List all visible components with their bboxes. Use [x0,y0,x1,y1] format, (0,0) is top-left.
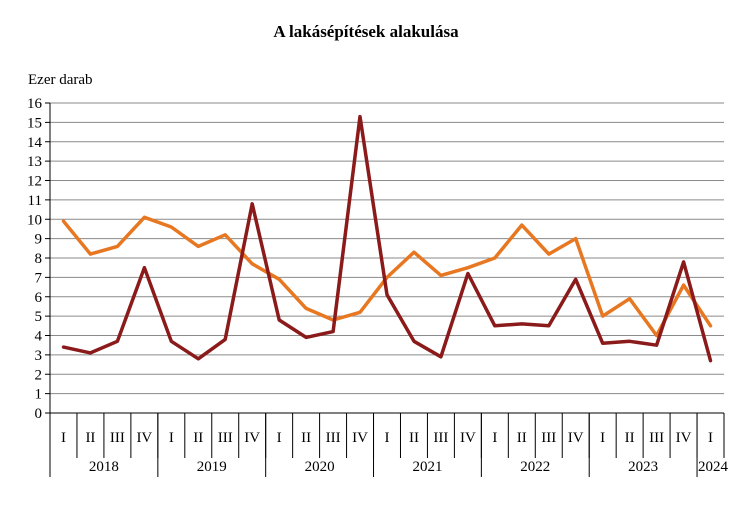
year-label: 2022 [520,459,550,475]
y-tick-label: 1 [35,387,43,403]
chart-title: A lakásépítések alakulása [273,22,459,41]
series-lines [61,114,713,363]
y-tick-label: 5 [35,309,43,325]
y-tick-label: 12 [27,174,42,190]
y-tick-label: 7 [35,270,43,286]
series-line-2 [61,114,713,363]
year-label: 2023 [628,459,658,475]
y-tick-label: 13 [27,154,42,170]
y-tick-label: 0 [35,406,43,422]
x-tick-label: III [649,430,664,446]
x-tick-label: II [517,430,527,446]
year-label: 2020 [305,459,335,475]
y-axis-label: Ezer darab [28,72,93,88]
x-tick-label: I [600,430,605,446]
y-tick-label: 6 [35,290,43,306]
x-tick-label: IV [460,430,476,446]
x-tick-label: IV [244,430,260,446]
x-tick-label: III [110,430,125,446]
x-tick-label: IV [352,430,368,446]
x-tick-label: III [326,430,341,446]
y-tick-label: 16 [27,96,43,112]
y-tick-label: 3 [35,348,43,364]
y-tick-label: 10 [27,212,42,228]
grid-lines [45,102,724,414]
x-tick-label: I [277,430,282,446]
year-label: 2018 [89,459,119,475]
x-tick-label: II [193,430,203,446]
y-tick-label: 15 [27,115,42,131]
x-tick-label: I [708,430,713,446]
y-tick-label: 8 [35,251,43,267]
x-tick-label: IV [568,430,584,446]
x-tick-label: III [541,430,556,446]
x-tick-label: I [492,430,497,446]
x-tick-label: II [85,430,95,446]
x-axis: I II III IV I II III IV I II III IV I II III IV I II III IV… [49,413,729,477]
x-tick-label: III [218,430,233,446]
year-label: 2024 [698,459,729,475]
x-tick-label: IV [136,430,152,446]
series-line-1 [61,215,713,338]
x-tick-label: II [301,430,311,446]
x-tick-label: I [61,430,66,446]
x-tick-label: I [385,430,390,446]
x-tick-label: III [433,430,448,446]
x-tick-label: I [169,430,174,446]
y-tick-label: 9 [35,232,43,248]
x-tick-label: II [409,430,419,446]
year-label: 2019 [197,459,227,475]
y-tick-label: 11 [28,193,42,209]
y-tick-label: 2 [35,367,43,383]
y-tick-label: 14 [27,135,43,151]
year-label: 2021 [412,459,442,475]
y-tick-label: 4 [35,329,43,345]
x-tick-label: II [625,430,635,446]
x-tick-label: IV [676,430,692,446]
